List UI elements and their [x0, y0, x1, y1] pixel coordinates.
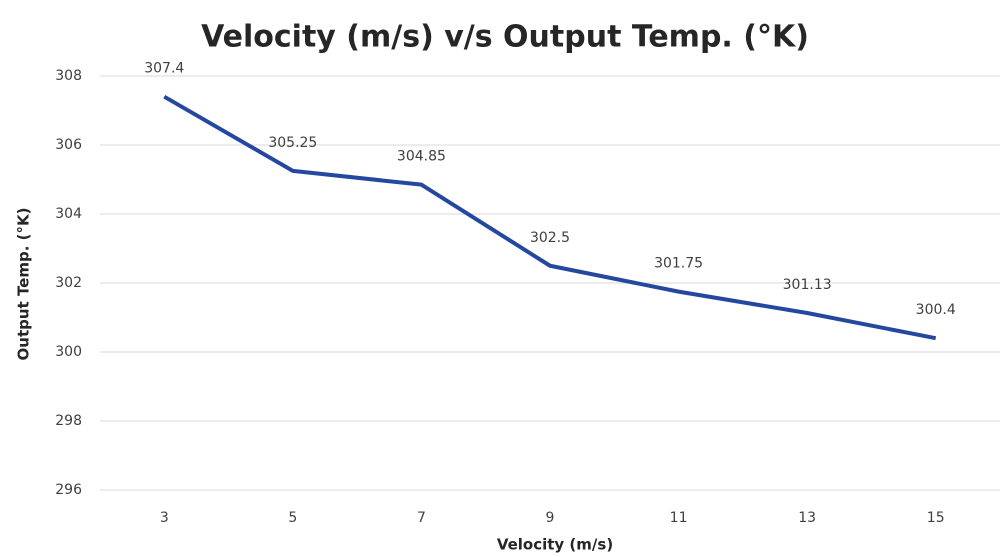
- x-tick-label: 3: [160, 510, 169, 526]
- y-tick-label: 298: [55, 413, 82, 429]
- y-tick-label: 296: [55, 482, 82, 498]
- y-tick-label: 304: [55, 206, 82, 222]
- x-tick-label: 15: [927, 510, 945, 526]
- x-tick-label: 9: [546, 510, 555, 526]
- data-label: 301.13: [783, 277, 832, 293]
- y-axis-label: Output Temp. (°K): [15, 208, 33, 361]
- y-tick-label: 300: [55, 344, 82, 360]
- data-label: 302.5: [530, 230, 570, 246]
- data-label: 305.25: [268, 135, 317, 151]
- x-tick-label: 7: [417, 510, 426, 526]
- data-label: 304.85: [397, 149, 446, 165]
- chart-title: Velocity (m/s) v/s Output Temp. (°K): [201, 20, 809, 55]
- data-label: 301.75: [654, 256, 703, 272]
- x-axis-label: Velocity (m/s): [497, 536, 613, 554]
- data-line: [163, 94, 937, 341]
- data-label: 300.4: [916, 302, 956, 318]
- y-tick-label: 306: [55, 137, 82, 153]
- x-tick-label: 11: [670, 510, 688, 526]
- data-label: 307.4: [144, 61, 184, 77]
- x-tick-label: 5: [288, 510, 297, 526]
- y-tick-label: 302: [55, 275, 82, 291]
- x-tick-label: 13: [798, 510, 816, 526]
- y-tick-label: 308: [55, 68, 82, 84]
